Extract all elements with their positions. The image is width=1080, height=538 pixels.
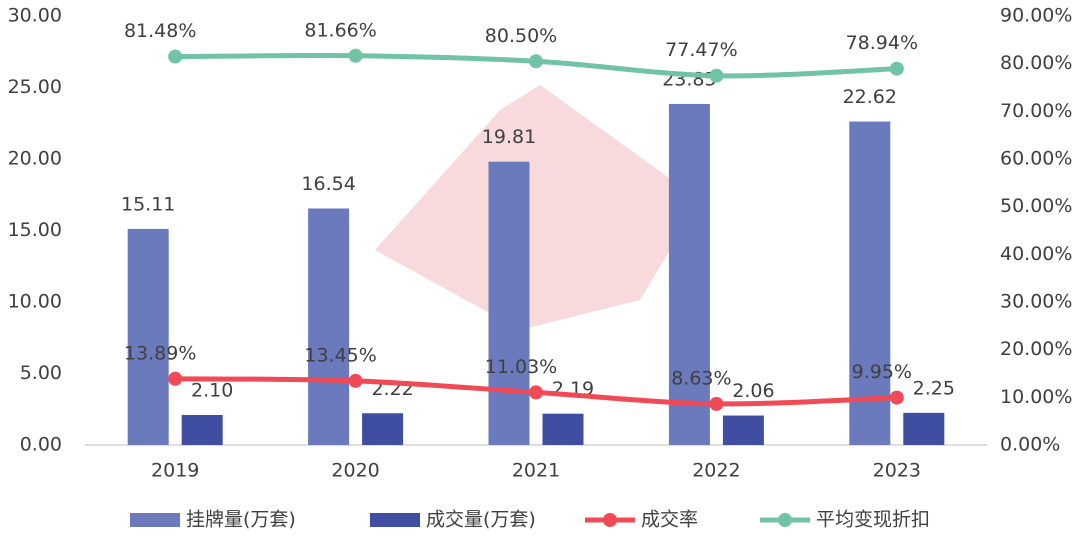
line-value-label: 11.03% (485, 356, 557, 378)
line-value-label: 13.45% (304, 344, 376, 366)
line-point (168, 49, 183, 64)
legend-label: 成交量(万套) (426, 509, 536, 531)
legend-label: 挂牌量(万套) (186, 509, 296, 531)
y-tick-label: 10.00 (8, 291, 62, 313)
line-value-label: 77.47% (665, 39, 737, 61)
line-point (709, 68, 724, 83)
y2-tick-label: 60.00% (1000, 148, 1072, 170)
legend-swatch (130, 513, 180, 527)
line-value-label: 9.95% (852, 361, 912, 383)
line-point (529, 385, 543, 400)
line-value-label: 8.63% (671, 367, 731, 389)
y-tick-label: 30.00 (8, 5, 62, 27)
line-point (529, 54, 543, 69)
legend-swatch (370, 513, 420, 527)
bar-value-label: 2.10 (191, 379, 233, 401)
bar (308, 208, 350, 445)
y-tick-label: 0.00 (20, 434, 62, 456)
line-point (348, 373, 363, 388)
bar (722, 415, 764, 445)
bar-value-label: 2.25 (913, 377, 955, 399)
x-tick-label: 2020 (331, 460, 379, 482)
y2-tick-label: 10.00% (1000, 386, 1072, 408)
legend-label: 成交率 (641, 509, 698, 531)
line-point (889, 390, 904, 405)
bar (362, 413, 404, 445)
x-tick-label: 2023 (873, 460, 921, 482)
y2-tick-label: 70.00% (1000, 100, 1072, 122)
legend-swatch (603, 513, 617, 527)
watermark-shape (375, 85, 700, 330)
x-tick-label: 2021 (512, 460, 560, 482)
bar (542, 413, 584, 445)
y2-tick-label: 20.00% (1000, 338, 1072, 360)
y-tick-label: 20.00 (8, 148, 62, 170)
x-tick-label: 2019 (151, 460, 199, 482)
y-tick-label: 15.00 (8, 219, 62, 241)
y-tick-label: 5.00 (20, 362, 62, 384)
y2-tick-label: 50.00% (1000, 195, 1072, 217)
line-value-label: 13.89% (124, 342, 196, 364)
bar (127, 228, 169, 445)
line-value-label: 81.66% (304, 19, 376, 41)
line-value-label: 80.50% (485, 25, 557, 47)
bar-value-label: 22.62 (843, 86, 897, 108)
bar (849, 121, 891, 445)
watermark (375, 85, 700, 330)
line-point (709, 396, 724, 411)
line-point (348, 48, 363, 63)
bar-value-label: 16.54 (301, 173, 355, 195)
bar-value-label: 2.06 (732, 380, 774, 402)
x-tick-label: 2022 (692, 460, 740, 482)
y2-tick-label: 30.00% (1000, 291, 1072, 313)
line-point (168, 371, 183, 386)
line-point (889, 61, 904, 76)
bar (488, 161, 530, 446)
bar (668, 103, 710, 445)
y2-tick-label: 80.00% (1000, 52, 1072, 74)
y2-tick-label: 0.00% (1000, 434, 1060, 456)
y-tick-label: 25.00 (8, 76, 62, 98)
bar-value-label: 19.81 (482, 126, 536, 148)
bar (181, 414, 223, 445)
y2-tick-label: 40.00% (1000, 243, 1072, 265)
line-value-label: 78.94% (846, 32, 918, 54)
line-value-label: 81.48% (124, 20, 196, 42)
bar-value-label: 15.11 (121, 193, 175, 215)
bar (903, 412, 945, 445)
legend-swatch (778, 513, 792, 527)
y2-tick-label: 90.00% (1000, 5, 1072, 27)
legend-label: 平均变现折扣 (816, 509, 930, 531)
